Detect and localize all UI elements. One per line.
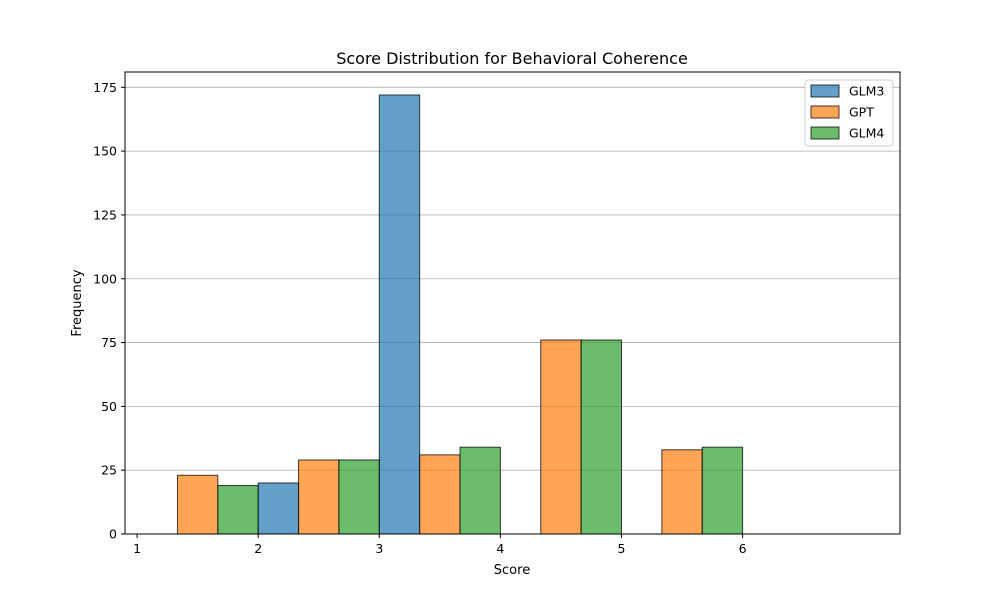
legend-swatch-gpt	[810, 105, 840, 119]
legend-label-gpt: GPT	[849, 105, 874, 120]
y-tick-label: 50	[101, 399, 117, 414]
bars	[136, 94, 865, 535]
bar-glm4-bin-3	[459, 446, 501, 535]
bar-gpt-bin-3	[419, 454, 461, 535]
bar-glm4-bin-2	[338, 459, 380, 535]
x-tick-label: 1	[133, 541, 141, 556]
bar-glm3-bin-2	[257, 482, 300, 535]
bar-gpt-bin-4	[540, 339, 582, 535]
legend: GLM3 GPT GLM4	[804, 79, 894, 147]
x-axis-ticks: 1 2 3 4 5 6	[133, 534, 747, 556]
x-axis-label: Score	[494, 563, 530, 578]
legend-swatch-glm4	[810, 126, 840, 140]
bar-glm4-bin-5	[701, 446, 744, 535]
y-axis-ticks: 0 25 50 75 100 125 150 175	[93, 80, 125, 542]
bar-glm3-bin-3	[378, 94, 421, 535]
y-tick-label: 125	[93, 207, 117, 222]
bar-glm4-bin-4	[580, 339, 622, 535]
bar-gpt-bin-2	[298, 459, 340, 535]
y-tick-label: 0	[109, 527, 117, 542]
y-tick-label: 25	[101, 463, 117, 478]
chart-title: Score Distribution for Behavioral Cohere…	[336, 49, 688, 68]
x-tick-label: 5	[618, 541, 626, 556]
x-tick-label: 6	[739, 541, 747, 556]
plot-frame	[124, 71, 901, 535]
legend-label-glm3: GLM3	[849, 84, 884, 99]
legend-label-glm4: GLM4	[849, 126, 884, 141]
x-tick-label: 3	[375, 541, 383, 556]
x-tick-label: 4	[496, 541, 504, 556]
y-tick-label: 150	[93, 144, 117, 159]
y-tick-label: 75	[101, 335, 117, 350]
bar-gpt-bin-1	[176, 474, 219, 535]
y-tick-label: 100	[93, 271, 117, 286]
legend-swatch-glm3	[810, 84, 840, 98]
y-axis-label: Frequency	[70, 269, 85, 336]
y-tick-label: 175	[93, 80, 117, 95]
bar-gpt-bin-5	[661, 449, 703, 535]
bar-glm4-bin-1	[217, 485, 259, 535]
x-tick-label: 2	[254, 541, 262, 556]
